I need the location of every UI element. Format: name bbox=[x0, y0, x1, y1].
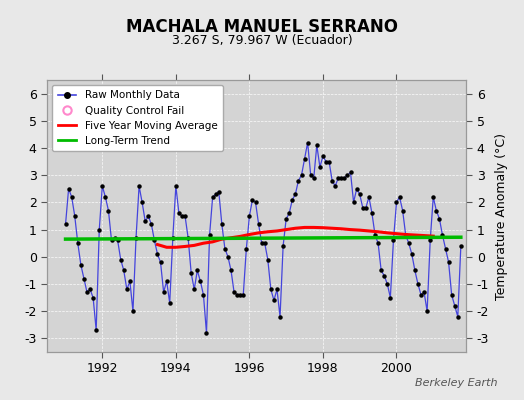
Legend: Raw Monthly Data, Quality Control Fail, Five Year Moving Average, Long-Term Tren: Raw Monthly Data, Quality Control Fail, … bbox=[52, 85, 223, 151]
Text: MACHALA MANUEL SERRANO: MACHALA MANUEL SERRANO bbox=[126, 18, 398, 36]
Text: Berkeley Earth: Berkeley Earth bbox=[416, 378, 498, 388]
Y-axis label: Temperature Anomaly (°C): Temperature Anomaly (°C) bbox=[495, 132, 508, 300]
Text: 3.267 S, 79.967 W (Ecuador): 3.267 S, 79.967 W (Ecuador) bbox=[172, 34, 352, 47]
